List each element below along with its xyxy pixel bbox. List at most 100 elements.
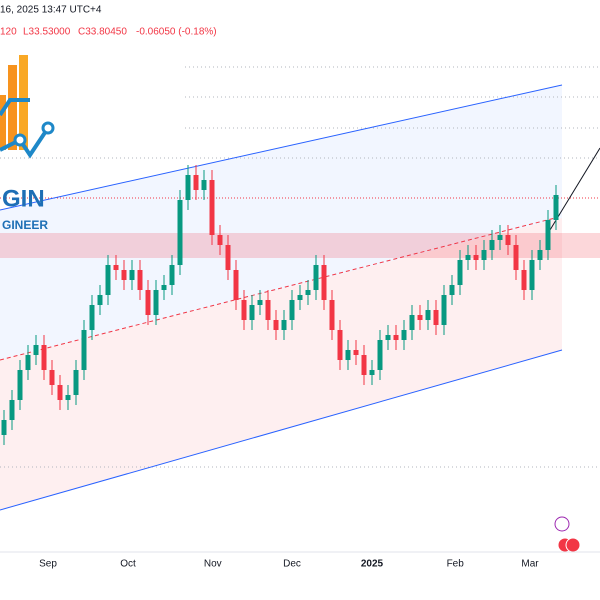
candle-body bbox=[489, 240, 495, 250]
candle-body bbox=[377, 340, 383, 370]
candle-body bbox=[161, 285, 167, 290]
x-tick-label: 2025 bbox=[361, 559, 384, 570]
candle-body bbox=[385, 335, 391, 340]
candle-body bbox=[145, 290, 151, 315]
channel-lower-fill bbox=[0, 218, 562, 510]
header-value: -0.06050 (-0.18%) bbox=[136, 27, 217, 38]
event-icon[interactable] bbox=[565, 537, 581, 553]
candle-body bbox=[305, 290, 311, 295]
candle-body bbox=[465, 255, 471, 260]
candle-body bbox=[209, 180, 215, 235]
candle-body bbox=[217, 235, 223, 245]
candle-body bbox=[121, 270, 127, 280]
header-value: L33.53000 bbox=[23, 27, 71, 38]
candle-body bbox=[529, 260, 535, 290]
candle-body bbox=[553, 195, 559, 220]
candle-body bbox=[97, 295, 103, 305]
x-tick-label: Mar bbox=[521, 559, 539, 570]
candle-body bbox=[169, 265, 175, 285]
candle-body bbox=[505, 235, 511, 245]
candle-body bbox=[345, 350, 351, 360]
candle-body bbox=[257, 300, 263, 305]
candle-body bbox=[153, 290, 159, 315]
candle-body bbox=[353, 350, 359, 355]
candle-body bbox=[441, 295, 447, 325]
header-time: 16, 2025 13:47 UTC+4 bbox=[0, 5, 102, 16]
candle-body bbox=[545, 220, 551, 250]
candle-body bbox=[513, 245, 519, 270]
logo-curve bbox=[0, 98, 30, 117]
candle-body bbox=[1, 420, 7, 435]
candle-body bbox=[65, 395, 71, 400]
levels bbox=[0, 66, 600, 468]
candle-body bbox=[273, 320, 279, 330]
candle-body bbox=[9, 400, 15, 420]
logo-curve bbox=[0, 126, 50, 159]
candle-body bbox=[89, 305, 95, 330]
candle-body bbox=[425, 310, 431, 320]
candle-body bbox=[297, 295, 303, 300]
x-tick-label: Dec bbox=[283, 559, 301, 570]
candle-body bbox=[81, 330, 87, 370]
x-tick-label: Feb bbox=[447, 559, 465, 570]
candle-body bbox=[409, 315, 415, 330]
channel-upper bbox=[0, 84, 563, 211]
candle-body bbox=[49, 370, 55, 385]
candle-body bbox=[449, 285, 455, 295]
header-value: C33.80450 bbox=[78, 27, 127, 38]
candle-body bbox=[249, 305, 255, 320]
candle-body bbox=[185, 175, 191, 200]
x-axis-labels: Sep Oct Nov Dec 2025 Feb Mar bbox=[39, 559, 539, 570]
logo-bar bbox=[19, 55, 28, 150]
candle-body bbox=[17, 370, 23, 400]
candle-body bbox=[313, 265, 319, 290]
candle-body bbox=[225, 245, 231, 270]
candle-body bbox=[521, 270, 527, 290]
candle-body bbox=[457, 260, 463, 285]
candle-body bbox=[369, 370, 375, 375]
candle-body bbox=[41, 345, 47, 370]
candle-body bbox=[537, 250, 543, 260]
candle-body bbox=[113, 265, 119, 270]
candle-body bbox=[73, 370, 79, 395]
candle-body bbox=[401, 330, 407, 340]
header-value: 120 bbox=[0, 27, 17, 38]
candle-body bbox=[473, 255, 479, 260]
event-icon[interactable] bbox=[554, 516, 570, 532]
candle-body bbox=[321, 265, 327, 300]
logo-bar bbox=[0, 95, 6, 150]
candle-body bbox=[33, 345, 39, 355]
candle-body bbox=[241, 300, 247, 320]
candle-body bbox=[25, 355, 31, 370]
candle-body bbox=[289, 300, 295, 320]
candle-body bbox=[481, 250, 487, 260]
logo-tagline: GINEER bbox=[2, 218, 48, 232]
candle-body bbox=[393, 335, 399, 340]
channel-mid bbox=[0, 217, 556, 361]
candle-body bbox=[433, 310, 439, 325]
candle-body bbox=[361, 355, 367, 375]
logo: GIN GINEER bbox=[0, 55, 55, 232]
candle-body bbox=[137, 270, 143, 290]
candle-body bbox=[233, 270, 239, 300]
logo-dot bbox=[13, 133, 27, 147]
candle-body bbox=[329, 300, 335, 330]
x-tick-label: Sep bbox=[39, 559, 57, 570]
candle-body bbox=[57, 385, 63, 400]
channel-lower bbox=[0, 349, 563, 511]
candles bbox=[1, 165, 559, 445]
candle-body bbox=[497, 235, 503, 240]
x-tick-label: Oct bbox=[120, 559, 136, 570]
candle-body bbox=[193, 175, 199, 190]
logo-dot bbox=[41, 121, 55, 135]
candle-body bbox=[265, 300, 271, 320]
candle-body bbox=[417, 315, 423, 320]
candle-body bbox=[129, 270, 135, 280]
candle-body bbox=[201, 180, 207, 190]
logo-bar bbox=[8, 65, 17, 150]
candle-body bbox=[337, 330, 343, 360]
x-tick-label: Nov bbox=[204, 559, 222, 570]
candle-body bbox=[105, 265, 111, 295]
